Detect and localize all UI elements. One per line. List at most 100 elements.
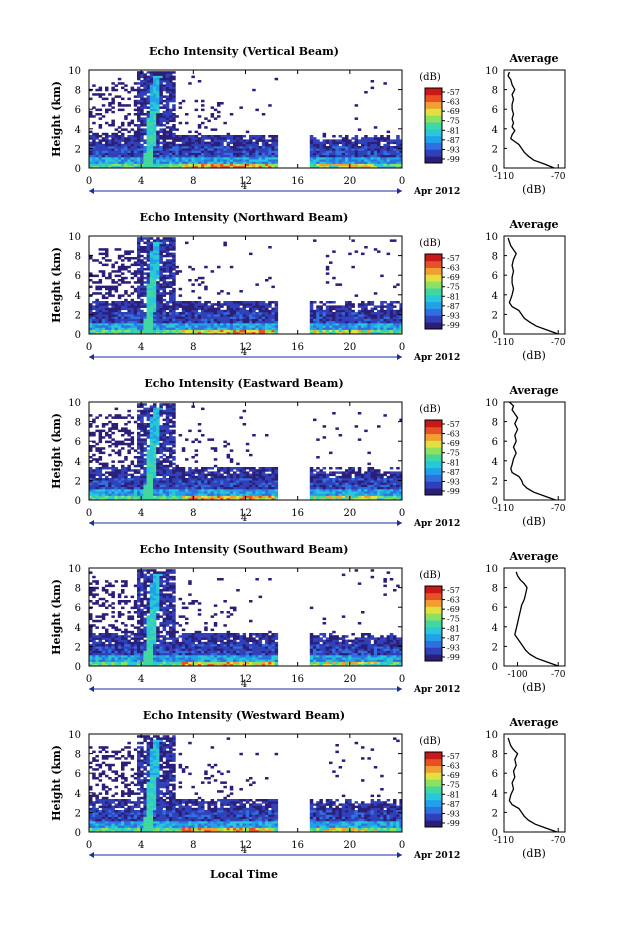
heatmap-cell (111, 287, 115, 291)
heatmap-cell (153, 135, 157, 138)
heatmap-cell (133, 257, 138, 260)
heatmap-cell (249, 161, 253, 164)
heatmap-cell (98, 327, 103, 330)
heatmap-cell (172, 290, 176, 293)
heatmap-cell (351, 327, 355, 330)
heatmap-cell (92, 453, 96, 457)
heatmap-cell (159, 469, 163, 472)
heatmap-cell (92, 121, 96, 125)
heatmap-cell (114, 281, 119, 284)
heatmap-cell (242, 493, 247, 496)
heatmap-cell (121, 276, 125, 280)
heatmap-cell (140, 143, 144, 147)
heatmap-cell (117, 442, 122, 446)
heatmap-cell (217, 102, 221, 105)
heatmap-cell (146, 86, 151, 90)
heatmap-cell (213, 471, 218, 474)
heatmap-cell (341, 312, 346, 315)
heatmap-cell (239, 316, 243, 319)
heatmap-cell (169, 113, 173, 116)
heatmap-cell (101, 252, 106, 256)
heatmap-cell (399, 327, 402, 330)
heatmap-cell (146, 99, 151, 103)
heatmap-cell (172, 163, 176, 167)
heatmap-cell (156, 150, 160, 153)
heatmap-cell (146, 429, 151, 433)
heatmap-cell (143, 480, 147, 483)
colorbar-tick-label: -63 (447, 98, 460, 107)
heatmap-cell (220, 320, 224, 324)
heatmap-cell (255, 323, 259, 326)
heatmap-cell (162, 237, 167, 240)
heatmap-cell (101, 478, 106, 481)
heatmap-cell (361, 314, 365, 317)
heatmap-cell (210, 312, 215, 315)
heatmap-cell (380, 301, 384, 304)
heatmap-cell (124, 257, 128, 260)
heatmap-cell (153, 331, 157, 334)
heatmap-cell (332, 161, 336, 164)
heatmap-cell (261, 301, 266, 304)
heatmap-cell (197, 471, 202, 474)
heatmap-cell (143, 150, 147, 153)
heatmap-cell (172, 139, 176, 142)
heatmap-cell (162, 438, 167, 441)
heatmap-cell (172, 132, 176, 136)
heatmap-cell (98, 150, 103, 153)
heatmap-cell (367, 327, 371, 330)
heatmap-cell (140, 73, 144, 76)
heatmap-cell (117, 414, 122, 417)
heatmap-cell (143, 154, 147, 158)
heatmap-cell (146, 312, 151, 315)
colorbar-unit: (dB) (419, 72, 441, 83)
heatmap-cell (233, 152, 237, 156)
heatmap-cell (165, 442, 170, 446)
heatmap-cell (169, 320, 173, 324)
heatmap-cell (185, 480, 189, 483)
heatmap-cell (268, 301, 272, 304)
heatmap-cell (165, 456, 170, 459)
heatmap-cell (130, 257, 135, 260)
heatmap-cell (162, 281, 167, 284)
heatmap-cell (149, 456, 154, 459)
heatmap-cell (146, 316, 151, 319)
heatmap-cell (245, 475, 250, 479)
heatmap-cell (124, 88, 128, 92)
x-tick-label: 16 (291, 342, 304, 353)
heatmap-cell (172, 449, 176, 452)
heatmap-cell (98, 159, 103, 162)
date-label: Apr 2012 (413, 353, 460, 363)
heatmap-cell (149, 274, 154, 278)
heatmap-cell (149, 290, 154, 293)
heatmap-cell (92, 473, 96, 477)
heatmap-cell (322, 163, 327, 167)
heatmap-cell (143, 99, 147, 103)
heatmap-cell (341, 165, 346, 168)
heatmap-cell (239, 480, 243, 483)
heatmap-cell (319, 143, 323, 147)
heatmap-cell (111, 438, 115, 441)
heatmap-cell (172, 403, 176, 406)
heatmap-cell (162, 265, 167, 269)
heatmap-cell (204, 325, 208, 328)
heatmap-cell (149, 434, 154, 437)
heatmap-cell (351, 143, 355, 147)
heatmap-cell (309, 489, 314, 492)
heatmap-cell (217, 303, 221, 306)
heatmap-cell (121, 325, 125, 328)
heatmap-cell (101, 146, 106, 149)
heatmap-cell (114, 154, 119, 158)
heatmap-cell (354, 154, 359, 158)
heatmap-cell (127, 467, 131, 470)
heatmap-cell (236, 305, 240, 308)
heatmap-cell (95, 471, 99, 474)
heatmap-cell (159, 274, 163, 278)
heatmap-cell (140, 261, 144, 264)
heatmap-cell (354, 316, 359, 319)
heatmap-cell (133, 287, 138, 291)
heatmap-cell (178, 323, 183, 326)
heatmap-cell (156, 261, 160, 264)
heatmap-cell (146, 471, 151, 474)
heatmap-cell (313, 478, 317, 481)
heatmap-cell (172, 475, 176, 479)
